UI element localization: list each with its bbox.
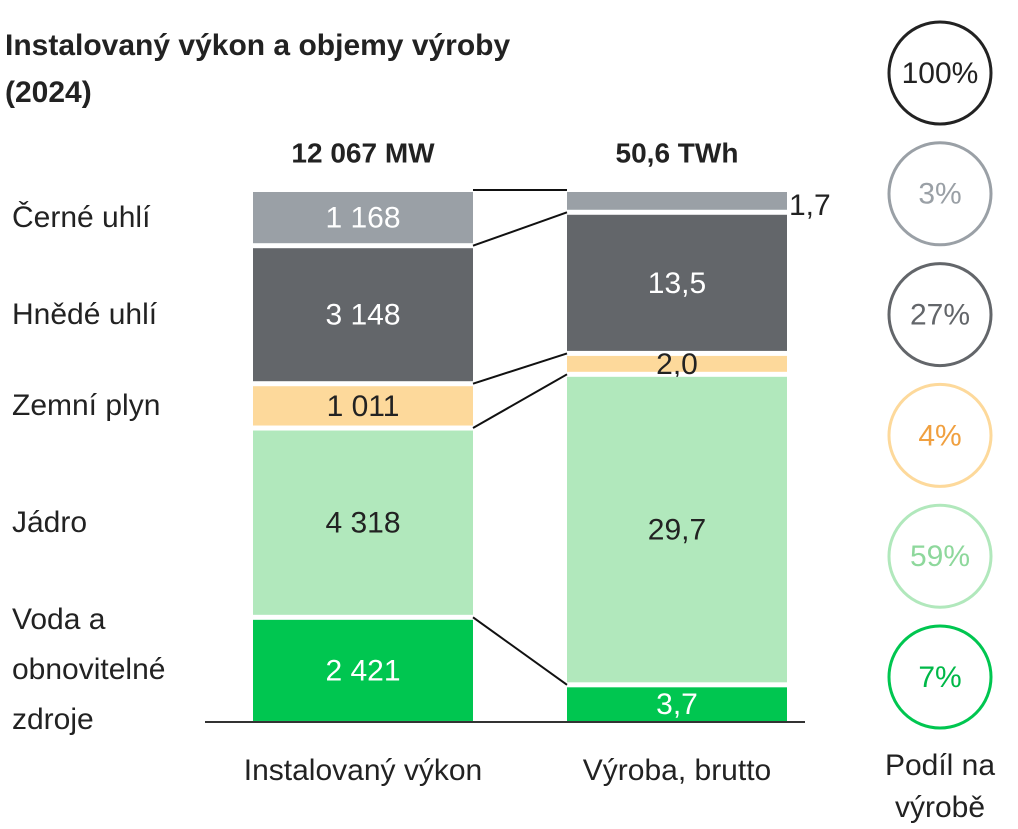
connector (472, 616, 568, 686)
bar-segment (253, 386, 473, 426)
bar-segment (253, 192, 473, 244)
value-label: 2,0 (656, 348, 698, 381)
bar-segment (567, 687, 787, 721)
share-label: 27% (910, 299, 970, 332)
legend-label: Zemní plyn (12, 388, 161, 422)
value-label: 2 421 (325, 654, 400, 687)
bar-segment (567, 214, 787, 351)
chart-title: Instalovaný výkon a objemy výroby (2024) (5, 29, 511, 109)
connector (472, 373, 568, 429)
share-label: 4% (918, 419, 961, 452)
value-label: 29,7 (648, 513, 706, 546)
x-tick-label: Instalovaný výkon (244, 754, 482, 787)
share-circle (887, 624, 993, 730)
bar-segment (567, 376, 787, 683)
share-circle (887, 141, 993, 247)
share-title: Podíl na výrobě (884, 749, 996, 824)
total-label: 12 067 MW (291, 137, 435, 168)
share-circle (887, 382, 993, 488)
value-label: 1,7 (789, 189, 831, 222)
share-label: 3% (918, 178, 961, 211)
value-label: 3 148 (325, 299, 400, 332)
bar-segment (253, 619, 473, 721)
legend-label: Voda a obnovitelné zdroje (12, 603, 166, 737)
value-label: 1 168 (325, 202, 400, 235)
share-circle (887, 503, 993, 609)
bar-segment (253, 430, 473, 615)
value-label: 1 011 (327, 390, 400, 423)
share-circle (887, 20, 993, 126)
bar-segment (567, 192, 787, 210)
share-label: 100% (902, 57, 979, 90)
connector (472, 352, 568, 385)
legend-label: Jádro (12, 505, 88, 539)
bar-segment (253, 248, 473, 382)
x-tick-label: Výroba, brutto (583, 754, 771, 787)
value-label: 13,5 (648, 267, 706, 300)
value-label: 4 318 (325, 507, 400, 540)
legend-label: Hnědé uhlí (12, 297, 158, 331)
bar-segment (567, 355, 787, 372)
share-label: 59% (910, 540, 970, 573)
total-label: 50,6 TWh (616, 137, 739, 168)
connector (472, 211, 568, 247)
legend-label: Černé uhlí (12, 200, 151, 234)
share-label: 7% (918, 661, 961, 694)
share-circle (887, 262, 993, 368)
value-label: 3,7 (656, 688, 698, 721)
